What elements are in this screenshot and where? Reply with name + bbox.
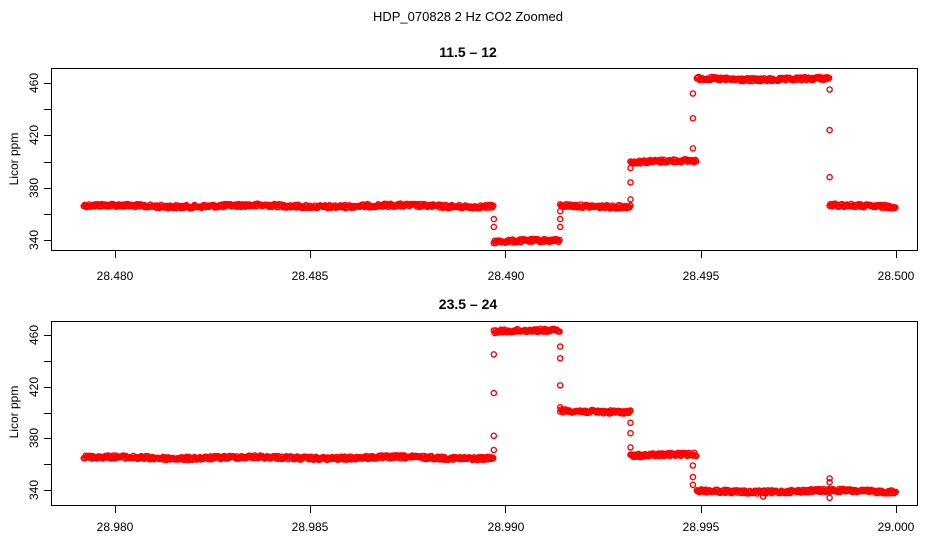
panel-2-xtick: 28.990 [487,520,525,534]
panel-2-xtick: 28.995 [682,520,720,534]
panel-1-plot [44,68,918,258]
panel-1-xtick: 28.500 [877,269,915,283]
panel-2-title: 23.5 – 24 [438,296,498,312]
panel-2-xtick: 29.000 [877,520,915,534]
panel-2-xtick: 28.980 [96,520,134,534]
panel-2-plot [44,321,918,513]
panel-1-xtick: 28.495 [682,269,720,283]
panel-1-title: 11.5 – 12 [439,44,497,60]
figure-title: HDP_070828 2 Hz CO2 Zoomed [372,9,564,24]
panel-2-xtick: 28.985 [291,520,329,534]
panel-1-xtick: 28.490 [487,269,525,283]
panel-1-xtick: 28.485 [291,269,329,283]
plot-frame [51,321,918,506]
plot-frame [51,68,918,251]
data-points [80,325,900,502]
data-points [80,73,899,247]
panel-1-xtick: 28.480 [96,269,134,283]
